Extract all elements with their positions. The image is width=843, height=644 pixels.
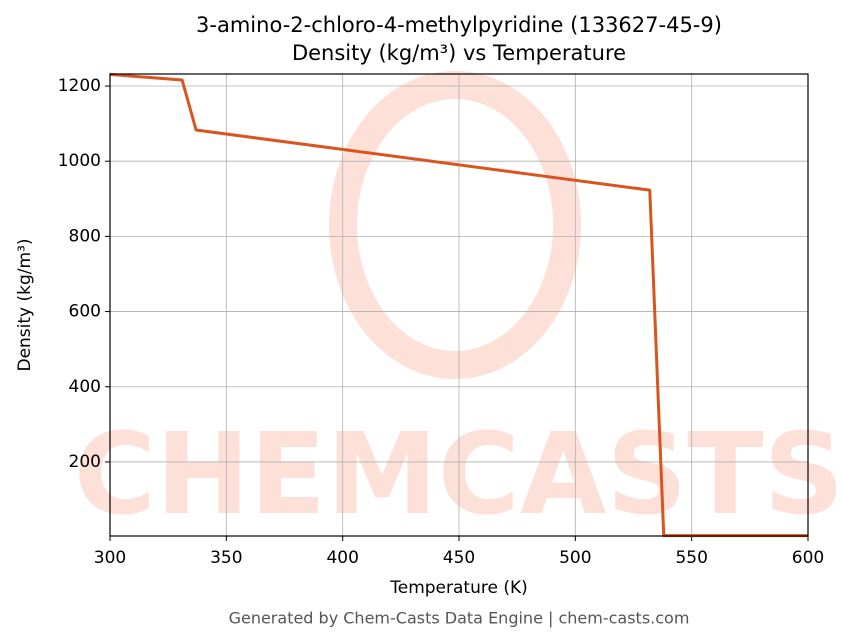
x-tick-label: 400 xyxy=(326,548,358,568)
plot-frame xyxy=(109,73,809,537)
y-tick-label: 1000 xyxy=(58,151,101,171)
y-axis-label: Density (kg/m³) xyxy=(15,238,35,371)
y-tick-label: 800 xyxy=(69,226,101,246)
x-tick-label: 500 xyxy=(559,548,591,568)
y-tick-label: 200 xyxy=(69,452,101,472)
watermark-logo xyxy=(329,71,581,379)
x-axis-label: Temperature (K) xyxy=(389,578,528,598)
chart-title: 3-amino-2-chloro-4-methylpyridine (13362… xyxy=(196,13,722,37)
chart-subtitle: Density (kg/m³) vs Temperature xyxy=(292,41,626,65)
footer: Generated by Chem-Casts Data Engine | ch… xyxy=(229,609,690,628)
watermark-text: CHEMCASTS xyxy=(74,410,843,540)
watermark: CHEMCASTS xyxy=(74,71,843,540)
y-tick-label: 1200 xyxy=(58,76,101,96)
x-tick-label: 300 xyxy=(94,548,126,568)
x-tick-label: 550 xyxy=(675,548,707,568)
x-tick-label: 600 xyxy=(792,548,824,568)
y-tick-label: 400 xyxy=(69,377,101,397)
y-tick-label: 600 xyxy=(69,302,101,322)
x-tick-label: 350 xyxy=(210,548,242,568)
x-tick-label: 450 xyxy=(443,548,475,568)
